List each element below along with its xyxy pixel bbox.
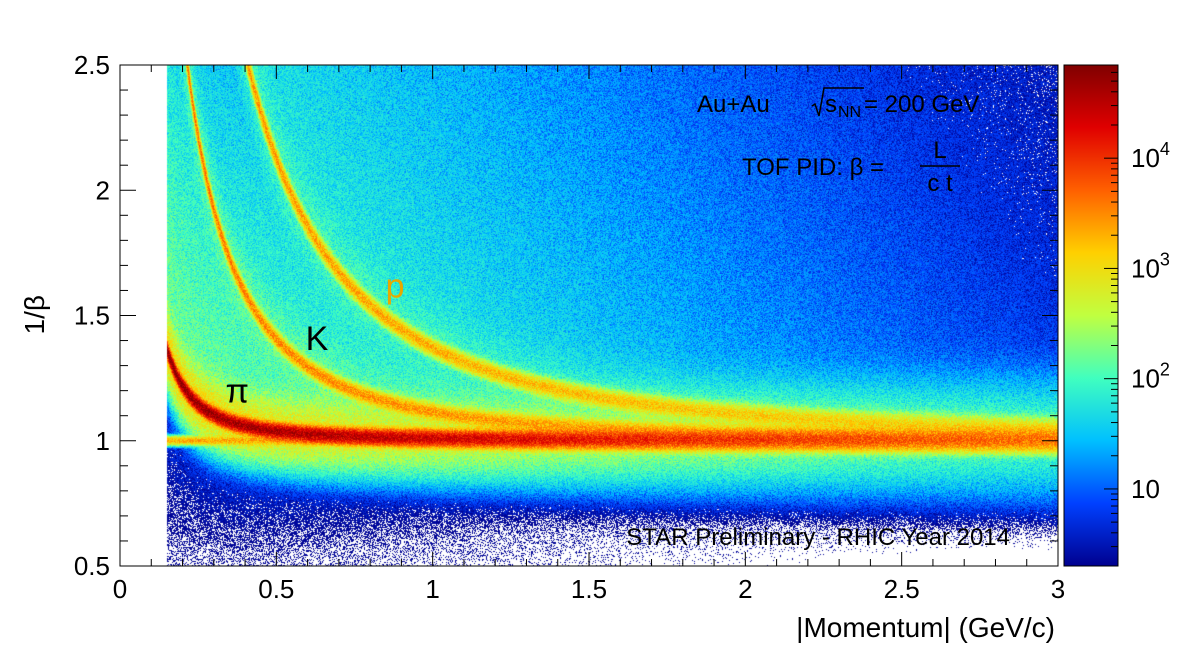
colorbar-tick-base: 10 [1131, 253, 1160, 283]
x-axis-label: |Momentum| (GeV/c) [796, 612, 1055, 643]
y-axis: 0.5 1 1.5 2 2.5 [74, 50, 1058, 581]
x-tick-label: 0 [113, 574, 127, 604]
x-axis: 0 0.5 1 1.5 2 2.5 3 [113, 65, 1065, 604]
annotation-collision: Au+Au s NN = 200 GeV [697, 87, 979, 121]
fraction-numerator: L [933, 137, 946, 164]
heatmap-cells [120, 65, 1058, 566]
colorbar-tick-label: 103 [1131, 249, 1170, 283]
colorbar-tick-base: 10 [1131, 474, 1160, 504]
annotation-line2: TOF PID: β = [742, 154, 884, 181]
annotation-footer: STAR Preliminary - RHIC Year 2014 [626, 524, 1010, 551]
colorbar-tick-label: 104 [1131, 139, 1170, 173]
colorbar-tick-exponent: 3 [1160, 249, 1170, 269]
colorbar-tick-label: 10 [1131, 474, 1160, 504]
band-label: p [386, 267, 405, 305]
x-tick-label: 3 [1051, 574, 1065, 604]
colorbar [1064, 65, 1118, 566]
colorbar-tick-base: 10 [1131, 364, 1160, 394]
y-tick-label: 1 [96, 426, 110, 456]
colorbar-tick-label: 102 [1131, 360, 1170, 394]
y-tick-label: 2.5 [74, 50, 110, 80]
annotation-subscript: NN [838, 104, 861, 121]
y-tick-label: 0.5 [74, 551, 110, 581]
fraction-denominator: c t [927, 170, 953, 197]
heatmap-image [120, 65, 1058, 566]
y-tick-label: 1.5 [74, 301, 110, 331]
band-label: K [306, 320, 329, 358]
annotation-sqrt-s: s [825, 91, 837, 118]
band-labels: π Kp [226, 267, 405, 410]
annotation-energy: = 200 GeV [864, 91, 979, 118]
x-tick-label: 1 [425, 574, 439, 604]
collision-prefix: Au+Au [697, 91, 770, 118]
colorbar-frame [1063, 64, 1119, 567]
colorbar-tick-base: 10 [1131, 143, 1160, 173]
x-tick-label: 1.5 [571, 574, 607, 604]
y-axis-label: 1/β [19, 295, 50, 334]
annotation-line1: Au+Au [697, 91, 770, 118]
band-label: π [226, 373, 249, 411]
colorbar-tick-exponent: 4 [1160, 139, 1170, 159]
colorbar-tick-exponent: 2 [1160, 360, 1170, 380]
y-tick-label: 2 [96, 175, 110, 205]
annotation-tof: TOF PID: β = L c t [742, 137, 960, 197]
x-tick-label: 2 [738, 574, 752, 604]
x-tick-label: 0.5 [258, 574, 294, 604]
x-tick-label: 2.5 [884, 574, 920, 604]
sqrt-symbol [811, 87, 864, 117]
